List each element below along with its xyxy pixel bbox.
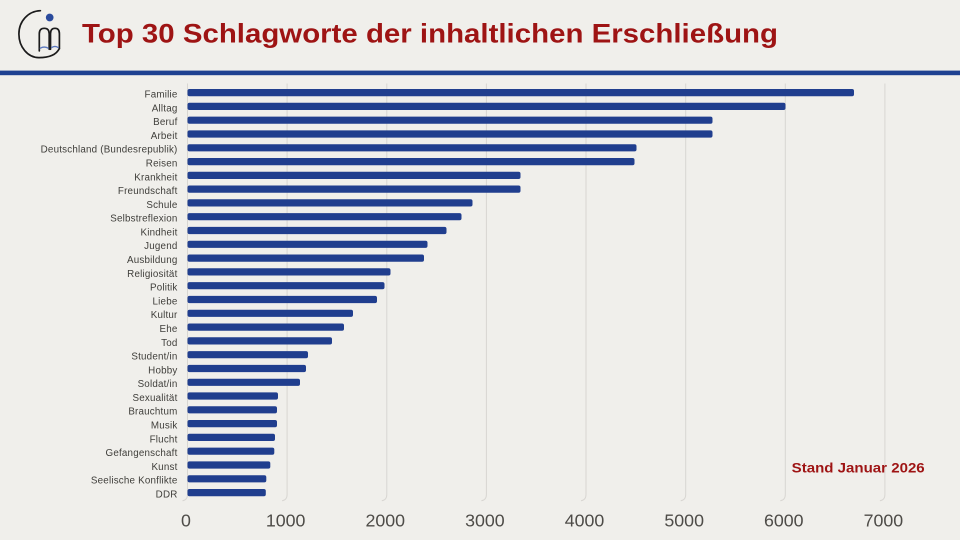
svg-text:6000: 6000 [764, 511, 804, 531]
svg-text:Arbeit: Arbeit [151, 131, 178, 142]
svg-text:Musik: Musik [151, 421, 178, 432]
svg-text:4000: 4000 [565, 511, 605, 531]
svg-text:Politik: Politik [150, 283, 178, 294]
svg-text:Brauchtum: Brauchtum [128, 407, 177, 418]
svg-text:7000: 7000 [864, 511, 904, 531]
svg-text:Stand Januar 2026: Stand Januar 2026 [792, 460, 925, 476]
svg-text:Gefangenschaft: Gefangenschaft [106, 448, 178, 459]
svg-text:Liebe: Liebe [153, 296, 178, 307]
svg-text:Sexualität: Sexualität [132, 393, 177, 404]
svg-text:Freundschaft: Freundschaft [118, 186, 178, 197]
svg-text:Ehe: Ehe [159, 324, 177, 335]
svg-text:DDR: DDR [156, 490, 178, 501]
svg-text:Top 30 Schlagworte der inhaltl: Top 30 Schlagworte der inhaltlichen Ersc… [82, 18, 778, 48]
svg-text:3000: 3000 [465, 511, 505, 531]
svg-text:Tod: Tod [161, 338, 177, 349]
svg-text:Selbstreflexion: Selbstreflexion [110, 214, 177, 225]
svg-text:Kultur: Kultur [151, 310, 178, 321]
svg-text:Schule: Schule [146, 200, 178, 211]
svg-text:Ausbildung: Ausbildung [127, 255, 177, 266]
svg-text:Beruf: Beruf [153, 117, 177, 128]
svg-text:Jugend: Jugend [144, 241, 177, 252]
svg-text:2000: 2000 [366, 511, 406, 531]
svg-text:5000: 5000 [664, 511, 704, 531]
svg-text:Hobby: Hobby [148, 365, 177, 376]
svg-text:Reisen: Reisen [146, 159, 178, 170]
svg-text:Deutschland (Bundesrepublik): Deutschland (Bundesrepublik) [41, 145, 178, 156]
svg-text:Kindheit: Kindheit [140, 227, 177, 238]
svg-text:Religiosität: Religiosität [127, 269, 177, 280]
svg-text:Alltag: Alltag [152, 103, 178, 114]
svg-text:Seelische Konflikte: Seelische Konflikte [91, 476, 178, 487]
svg-text:Kunst: Kunst [151, 462, 177, 473]
svg-text:Familie: Familie [145, 90, 178, 101]
svg-text:Student/in: Student/in [131, 352, 177, 363]
svg-text:Soldat/in: Soldat/in [138, 379, 178, 390]
svg-text:0: 0 [181, 511, 191, 531]
svg-text:Flucht: Flucht [150, 434, 178, 445]
svg-text:1000: 1000 [266, 511, 306, 531]
svg-text:Krankheit: Krankheit [134, 172, 177, 183]
